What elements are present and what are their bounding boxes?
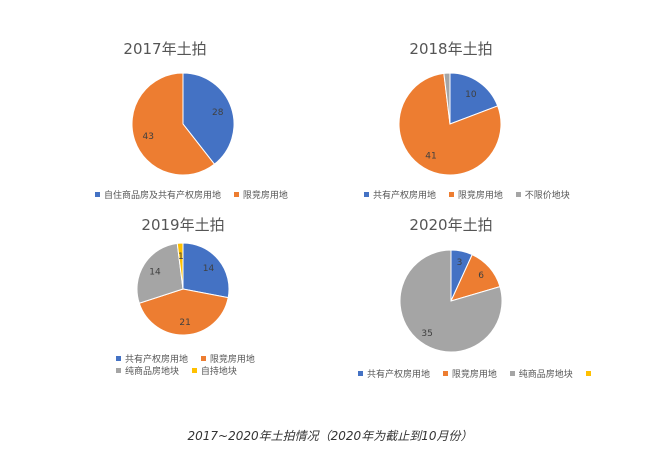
legend-marker	[200, 356, 206, 361]
pie-slice	[399, 249, 503, 353]
slice-value-label: 1	[178, 252, 184, 262]
legend-label: 共有产权房用地	[373, 191, 437, 201]
pie-slice	[136, 242, 184, 304]
chart-legend: 共有产权房用地 限竞房用地 不限价地块	[364, 190, 580, 202]
chart-legend: 自住商品房及共有产权房用地 限竞房用地	[95, 190, 298, 202]
legend-item: 纯商品房地块	[509, 369, 573, 381]
slice-value-label: 35	[421, 329, 432, 339]
pie-chart-2020: 2020年土拍 3 6 35 共有产权房用地 限竞房用地 纯商品房地块	[286, 207, 616, 407]
pie-chart-2017: 2017年土拍 28 43 自住商品房及共有产权房用地 限竞房用地	[0, 30, 330, 230]
slice-value-label: 28	[212, 108, 224, 118]
pie-svg: 14 21 14 1	[136, 242, 230, 336]
legend-label: 自持地块	[200, 367, 237, 377]
pie-chart-2019: 2019年土拍 14 21 14 1 共有产权房用地 限竞房用地 纯商品房地块 自持地…	[18, 207, 348, 407]
slice-value-label: 10	[465, 90, 477, 100]
legend-marker	[358, 371, 363, 376]
legend-item: 共有产权房用地	[364, 190, 436, 202]
pie-slice	[182, 72, 235, 165]
figure-caption: 2017~2020年土拍情况（2020年为截止到10月份）	[187, 429, 473, 443]
slice-value-label: 41	[425, 151, 436, 161]
legend-marker	[442, 371, 448, 376]
slice-value-label: 21	[179, 318, 190, 328]
pie-slice	[176, 242, 184, 290]
legend-item: 限竞房用地	[233, 190, 288, 202]
legend-item: 自持地块	[191, 366, 237, 378]
chart-title: 2019年土拍	[141, 216, 225, 234]
slice-value-label: 6	[478, 271, 484, 281]
legend-item: 共有产权房用地	[116, 354, 188, 366]
legend-item: 不限价地块	[515, 190, 570, 202]
legend-marker	[116, 356, 121, 361]
legend-marker	[448, 192, 454, 197]
legend-label: 共有产权房用地	[125, 355, 189, 365]
legend-label: 纯商品房地块	[518, 370, 573, 380]
legend-item: 自住商品房及共有产权房用地	[95, 190, 221, 202]
legend-label: 共有产权房用地	[367, 370, 431, 380]
pie-slice	[449, 72, 499, 125]
legend-label: 自住商品房及共有产权房用地	[104, 191, 222, 201]
legend-label: 限竞房用地	[209, 355, 255, 365]
chart-title: 2017年土拍	[123, 40, 207, 58]
legend-label: 限竞房用地	[242, 191, 288, 201]
chart-legend: 共有产权房用地 限竞房用地 纯商品房地块	[358, 369, 605, 381]
legend-row: 纯商品房地块 自持地块	[116, 366, 265, 378]
legend-marker	[95, 192, 100, 197]
pie-svg: 10 41	[398, 72, 502, 176]
legend-label: 限竞房用地	[457, 191, 503, 201]
pie-chart-2018: 2018年土拍 10 41 共有产权房用地 限竞房用地 不限价地块	[286, 30, 616, 230]
slice-value-label: 14	[149, 267, 161, 277]
chart-title: 2020年土拍	[409, 216, 493, 234]
legend-marker	[191, 368, 197, 373]
legend-marker	[364, 192, 369, 197]
chart-legend: 共有产权房用地 限竞房用地 纯商品房地块 自持地块	[116, 354, 265, 378]
slice-value-label: 43	[143, 132, 154, 142]
legend-item	[585, 369, 595, 381]
pie-slice	[131, 72, 216, 176]
legend-marker	[116, 368, 121, 373]
pie-slice	[443, 72, 451, 125]
legend-label: 限竞房用地	[451, 370, 497, 380]
legend-marker	[233, 192, 239, 197]
pie-svg: 3 6 35	[399, 249, 503, 353]
slice-value-label: 3	[457, 258, 463, 268]
legend-marker	[585, 371, 591, 376]
legend-item: 共有产权房用地	[358, 369, 430, 381]
pie-slice	[398, 72, 502, 176]
slice-value-label: 14	[203, 264, 215, 274]
legend-row: 共有产权房用地 限竞房用地	[116, 354, 265, 366]
legend-item: 纯商品房地块	[116, 366, 179, 378]
legend-marker	[515, 192, 521, 197]
pie-slice	[138, 288, 229, 336]
chart-title: 2018年土拍	[409, 40, 493, 58]
pie-svg: 28 43	[131, 72, 235, 176]
legend-item: 限竞房用地	[200, 354, 255, 366]
pie-slice	[182, 242, 230, 299]
legend-label: 纯商品房地块	[125, 367, 180, 377]
legend-item: 限竞房用地	[442, 369, 497, 381]
legend-marker	[509, 371, 515, 376]
legend-label: 不限价地块	[524, 191, 570, 201]
legend-item: 限竞房用地	[448, 190, 503, 202]
